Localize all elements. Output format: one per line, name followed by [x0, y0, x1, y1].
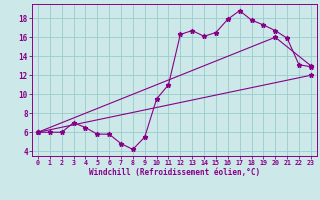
- X-axis label: Windchill (Refroidissement éolien,°C): Windchill (Refroidissement éolien,°C): [89, 168, 260, 177]
